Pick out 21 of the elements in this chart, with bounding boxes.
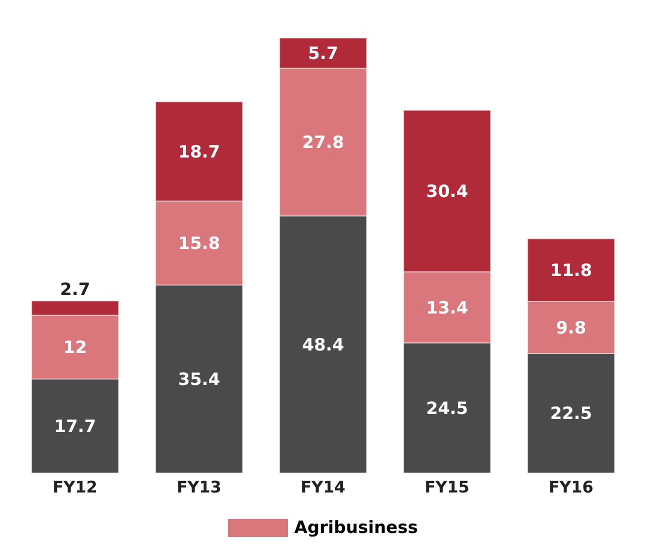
data-label: 24.5 xyxy=(426,398,468,419)
data-label: 5.7 xyxy=(308,44,338,64)
data-label: 18.7 xyxy=(178,142,220,162)
data-label: 9.8 xyxy=(556,318,586,338)
data-label: 12 xyxy=(63,338,87,358)
x-tick-label: FY16 xyxy=(548,477,594,496)
data-label: 17.7 xyxy=(54,416,96,437)
data-label: 13.4 xyxy=(426,298,468,318)
legend-label: Agribusiness xyxy=(294,518,418,538)
data-label: 48.4 xyxy=(302,335,344,356)
data-label: 15.8 xyxy=(178,234,220,254)
data-label: 35.4 xyxy=(178,370,220,390)
data-label: 2.7 xyxy=(60,280,90,300)
data-label: 22.5 xyxy=(550,404,592,424)
data-label: 30.4 xyxy=(426,182,468,202)
x-tick-label: FY13 xyxy=(176,477,222,496)
data-label: 27.8 xyxy=(302,133,344,154)
x-tick-label: FY15 xyxy=(424,477,470,496)
data-label: 11.8 xyxy=(550,261,592,282)
x-tick-label: FY12 xyxy=(52,477,98,496)
x-tick-label: FY14 xyxy=(300,477,346,496)
